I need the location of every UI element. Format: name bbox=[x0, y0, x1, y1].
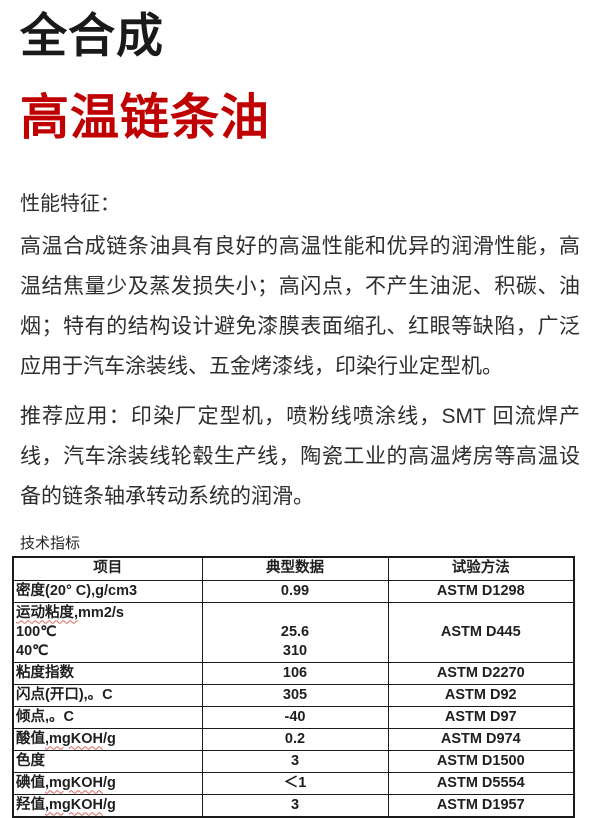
cell-line: 3 bbox=[290, 752, 300, 769]
spec-item-text: /g bbox=[103, 774, 116, 791]
spec-item-cell: 碘值,mgKOH/g bbox=[12, 771, 203, 795]
spec-item-text: 粘度指数 bbox=[16, 664, 74, 681]
cell-line: 粘度指数 bbox=[16, 664, 200, 683]
spec-item-cell: 粘度指数 bbox=[12, 661, 203, 685]
spec-item-text: 倾点,。C bbox=[16, 708, 74, 725]
spec-item-text: 闪点(开口),。C bbox=[16, 686, 113, 703]
spec-item-text: 密度(20° C),g/cm3 bbox=[16, 582, 138, 599]
spec-item-text: /g bbox=[103, 730, 116, 747]
cell-line: ASTM D1957 bbox=[436, 796, 525, 813]
spec-item-cell: 酸值,mgKOH/g bbox=[12, 727, 203, 751]
cell-line: ASTM D974 bbox=[440, 730, 521, 747]
cell-line: ASTM D1298 bbox=[436, 582, 525, 599]
spec-item-cell: 羟值,mgKOH/g bbox=[12, 793, 203, 818]
specs-column-header: 试验方法 bbox=[387, 556, 575, 581]
spec-value-cell: 106 bbox=[201, 661, 389, 685]
spec-item-text: 羟值 bbox=[16, 796, 45, 813]
table-row: 粘度指数 106 ASTM D2270 bbox=[12, 661, 575, 685]
spec-value-cell: 305 bbox=[201, 683, 389, 707]
performance-description: 高温合成链条油具有良好的高温性能和优异的润滑性能，高温结焦量少及蒸发损失小；高闪… bbox=[20, 234, 580, 378]
table-row: 运动粘度,mm2/s 100℃ 40℃ 25.6 310 ASTM D445 bbox=[12, 601, 575, 663]
spec-item-cell: 色度 bbox=[12, 749, 203, 773]
cell-line: 密度(20° C),g/cm3 bbox=[16, 582, 200, 601]
spellcheck-underlined-text: 运动粘度, bbox=[16, 604, 79, 621]
cell-line: ASTM D2270 bbox=[436, 664, 525, 681]
spec-item-text: 40℃ bbox=[16, 642, 49, 659]
spec-item-cell: 运动粘度,mm2/s 100℃ 40℃ bbox=[12, 601, 203, 663]
spec-value-cell: 0.99 bbox=[201, 579, 389, 603]
spellcheck-underlined-text: ,mgKOH bbox=[45, 796, 103, 813]
spec-value-cell: 3 bbox=[201, 749, 389, 773]
specs-table: 项目 典型数据 试验方法 密度(20° C),g/cm3 0.99 ASTM D1298… bbox=[12, 555, 575, 818]
spec-item-text: 碘值 bbox=[16, 774, 45, 791]
cell-line: ASTM D445 bbox=[440, 623, 521, 640]
spec-item-text: 酸值 bbox=[16, 730, 45, 747]
spec-item-cell: 密度(20° C),g/cm3 bbox=[12, 579, 203, 603]
cell-line: 闪点(开口),。C bbox=[16, 686, 200, 705]
cell-line: 色度 bbox=[16, 752, 200, 771]
spec-method-cell: ASTM D445 bbox=[387, 601, 575, 663]
specs-heading: 技术指标 bbox=[20, 534, 81, 552]
cell-line: 羟值,mgKOH/g bbox=[16, 796, 200, 815]
cell-line: 碘值,mgKOH/g bbox=[16, 774, 200, 793]
spec-method-cell: ASTM D1500 bbox=[387, 749, 575, 773]
product-title-line1: 全合成 bbox=[20, 9, 164, 62]
cell-line: 40℃ bbox=[16, 642, 200, 661]
spec-item-text: 色度 bbox=[16, 752, 45, 769]
spec-item-cell: 倾点,。C bbox=[12, 705, 203, 729]
spec-method-cell: ASTM D1957 bbox=[387, 793, 575, 818]
spec-item-cell: 闪点(开口),。C bbox=[12, 683, 203, 707]
cell-line: 100℃ bbox=[16, 623, 200, 642]
spec-item-text: /g bbox=[103, 796, 116, 813]
spec-value-cell: ＜1 bbox=[201, 771, 389, 795]
spec-method-cell: ASTM D974 bbox=[387, 727, 575, 751]
table-row: 羟值,mgKOH/g 3 ASTM D1957 bbox=[12, 793, 575, 818]
table-row: 倾点,。C -40 ASTM D97 bbox=[12, 705, 575, 729]
specs-column-header: 项目 bbox=[12, 556, 203, 581]
product-title-line2: 高温链条油 bbox=[20, 90, 271, 145]
performance-heading: 性能特征： bbox=[20, 192, 120, 215]
spec-method-cell: ASTM D2270 bbox=[387, 661, 575, 685]
cell-line: 305 bbox=[282, 686, 308, 703]
spellcheck-underlined-text: ,mgKOH bbox=[45, 774, 103, 791]
cell-line: 酸值,mgKOH/g bbox=[16, 730, 200, 749]
spec-method-cell: ASTM D92 bbox=[387, 683, 575, 707]
cell-line: ＜1 bbox=[283, 774, 307, 791]
cell-line: ASTM D97 bbox=[444, 708, 517, 725]
cell-line bbox=[391, 642, 572, 661]
table-row: 密度(20° C),g/cm3 0.99 ASTM D1298 bbox=[12, 579, 575, 603]
spec-item-text: 100℃ bbox=[16, 623, 57, 640]
cell-line: 25.6 bbox=[280, 623, 310, 640]
applications-paragraph: 推荐应用：印染厂定型机，喷粉线喷涂线，SMT 回流焊产线，汽车涂装线轮毂生产线，… bbox=[20, 404, 580, 508]
table-row: 碘值,mgKOH/g ＜1 ASTM D5554 bbox=[12, 771, 575, 795]
table-row: 闪点(开口),。C 305 ASTM D92 bbox=[12, 683, 575, 707]
specs-table-header-row: 项目 典型数据 试验方法 bbox=[12, 556, 575, 581]
table-row: 酸值,mgKOH/g 0.2 ASTM D974 bbox=[12, 727, 575, 751]
table-row: 色度 3 ASTM D1500 bbox=[12, 749, 575, 773]
spec-value-cell: 3 bbox=[201, 793, 389, 818]
spec-value-cell: -40 bbox=[201, 705, 389, 729]
cell-line: 倾点,。C bbox=[16, 708, 200, 727]
spec-value-cell: 0.2 bbox=[201, 727, 389, 751]
cell-line: 运动粘度,mm2/s bbox=[16, 604, 200, 623]
cell-line: ASTM D5554 bbox=[436, 774, 525, 791]
cell-line bbox=[205, 604, 386, 623]
cell-line: -40 bbox=[284, 708, 306, 725]
cell-line: 310 bbox=[282, 642, 308, 659]
cell-line: 0.99 bbox=[280, 582, 310, 599]
cell-line: 0.2 bbox=[284, 730, 306, 747]
spec-method-cell: ASTM D5554 bbox=[387, 771, 575, 795]
cell-line: ASTM D1500 bbox=[436, 752, 525, 769]
spec-value-cell: 25.6 310 bbox=[201, 601, 389, 663]
cell-line: 3 bbox=[290, 796, 300, 813]
spec-item-text: mm2/s bbox=[78, 604, 124, 621]
spec-method-cell: ASTM D97 bbox=[387, 705, 575, 729]
spellcheck-underlined-text: ,mgKOH bbox=[45, 730, 103, 747]
spec-method-cell: ASTM D1298 bbox=[387, 579, 575, 603]
cell-line bbox=[391, 604, 572, 623]
cell-line: ASTM D92 bbox=[444, 686, 517, 703]
cell-line: 106 bbox=[282, 664, 308, 681]
specs-column-header: 典型数据 bbox=[201, 556, 389, 581]
